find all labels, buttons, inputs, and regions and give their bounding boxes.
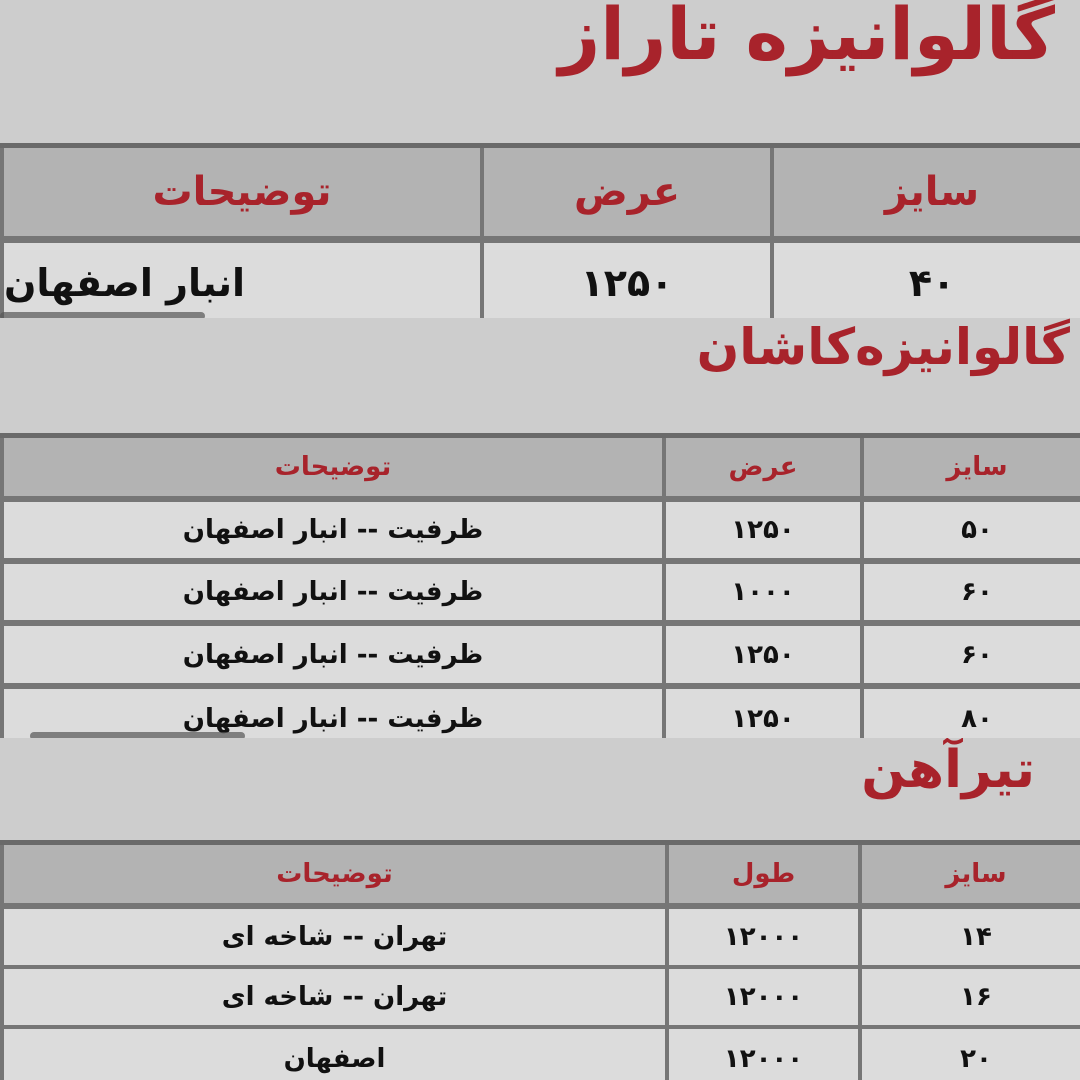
column-header: طول bbox=[669, 845, 858, 903]
table-cell: ۲۰ bbox=[862, 1029, 1080, 1080]
table-cell: اصفهان bbox=[4, 1029, 665, 1080]
section-2: گالوانیزه‌کاشان سایز عرض توضیحات ۵۰ ۱۲۵۰ ظرفیت… bbox=[0, 318, 1080, 738]
table-cell: ۶۰ bbox=[864, 626, 1080, 683]
section-title: گالوانیزه‌کاشان bbox=[696, 318, 1070, 376]
table-cell: ۱۲۰۰۰ bbox=[669, 909, 858, 965]
table-cell: ظرفیت -- انبار اصفهان bbox=[4, 502, 662, 558]
column-header: توضیحات bbox=[4, 148, 480, 236]
table-row: ۱۴ ۱۲۰۰۰ تهران -- شاخه ای bbox=[0, 909, 1080, 965]
table-row: ۴۰ ۱۲۵۰ انبار اصفهان bbox=[0, 243, 1080, 318]
section-3: تیرآهن سایز طول توضیحات ۱۴ ۱۲۰۰۰ تهران -- شاخه… bbox=[0, 738, 1080, 1080]
table-cell: ۱۴ bbox=[862, 909, 1080, 965]
table-header: سایز عرض توضیحات bbox=[0, 438, 1080, 496]
table-row: ۶۰ ۱۲۵۰ ظرفیت -- انبار اصفهان bbox=[0, 626, 1080, 683]
column-header: عرض bbox=[666, 438, 860, 496]
table-cell: ظرفیت -- انبار اصفهان bbox=[4, 689, 662, 738]
table-cell: ۱۲۵۰ bbox=[666, 626, 860, 683]
table-cell: ۶۰ bbox=[864, 564, 1080, 620]
panel-edge-shadow bbox=[30, 732, 245, 738]
section-title: تیرآهن bbox=[861, 740, 1035, 800]
table-row: ۶۰ ۱۰۰۰ ظرفیت -- انبار اصفهان bbox=[0, 564, 1080, 620]
table-cell: ۱۲۵۰ bbox=[666, 502, 860, 558]
column-header: سایز bbox=[774, 148, 1080, 236]
table-cell: ۵۰ bbox=[864, 502, 1080, 558]
column-header: توضیحات bbox=[4, 438, 662, 496]
panel-edge-shadow bbox=[0, 312, 205, 318]
price-table: سایز طول توضیحات ۱۴ ۱۲۰۰۰ تهران -- شاخه ای ۱۶ ۱… bbox=[0, 840, 1080, 1080]
table-cell: ۴۰ bbox=[774, 243, 1080, 318]
table-row: ۱۶ ۱۲۰۰۰ تهران -- شاخه ای bbox=[0, 969, 1080, 1025]
table-cell: ۱۲۵۰ bbox=[484, 243, 770, 318]
table-cell: ظرفیت -- انبار اصفهان bbox=[4, 564, 662, 620]
table-header: سایز عرض توضیحات bbox=[0, 148, 1080, 236]
table-cell: ۱۶ bbox=[862, 969, 1080, 1025]
table-cell: ۸۰ bbox=[864, 689, 1080, 738]
table-cell: ۱۲۵۰ bbox=[666, 689, 860, 738]
price-table: سایز عرض توضیحات ۵۰ ۱۲۵۰ ظرفیت -- انبار اصفها… bbox=[0, 433, 1080, 738]
column-header: سایز bbox=[862, 845, 1080, 903]
table-cell: تهران -- شاخه ای bbox=[4, 909, 665, 965]
table-cell: ۱۲۰۰۰ bbox=[669, 1029, 858, 1080]
column-header: توضیحات bbox=[4, 845, 665, 903]
section-title: گالوانیزه تاراز bbox=[558, 0, 1055, 76]
column-header: عرض bbox=[484, 148, 770, 236]
table-cell: ۱۲۰۰۰ bbox=[669, 969, 858, 1025]
table-cell: تهران -- شاخه ای bbox=[4, 969, 665, 1025]
table-row: ۵۰ ۱۲۵۰ ظرفیت -- انبار اصفهان bbox=[0, 502, 1080, 558]
table-cell: ظرفیت -- انبار اصفهان bbox=[4, 626, 662, 683]
price-table: سایز عرض توضیحات ۴۰ ۱۲۵۰ انبار اصفهان bbox=[0, 143, 1080, 318]
section-1: گالوانیزه تاراز سایز عرض توضیحات ۴۰ ۱۲۵۰ انبار… bbox=[0, 0, 1080, 318]
table-cell: ۱۰۰۰ bbox=[666, 564, 860, 620]
table-row: ۲۰ ۱۲۰۰۰ اصفهان bbox=[0, 1029, 1080, 1080]
table-row: ۸۰ ۱۲۵۰ ظرفیت -- انبار اصفهان bbox=[0, 689, 1080, 738]
column-header: سایز bbox=[864, 438, 1080, 496]
table-cell: انبار اصفهان bbox=[4, 243, 480, 318]
table-header: سایز طول توضیحات bbox=[0, 845, 1080, 903]
